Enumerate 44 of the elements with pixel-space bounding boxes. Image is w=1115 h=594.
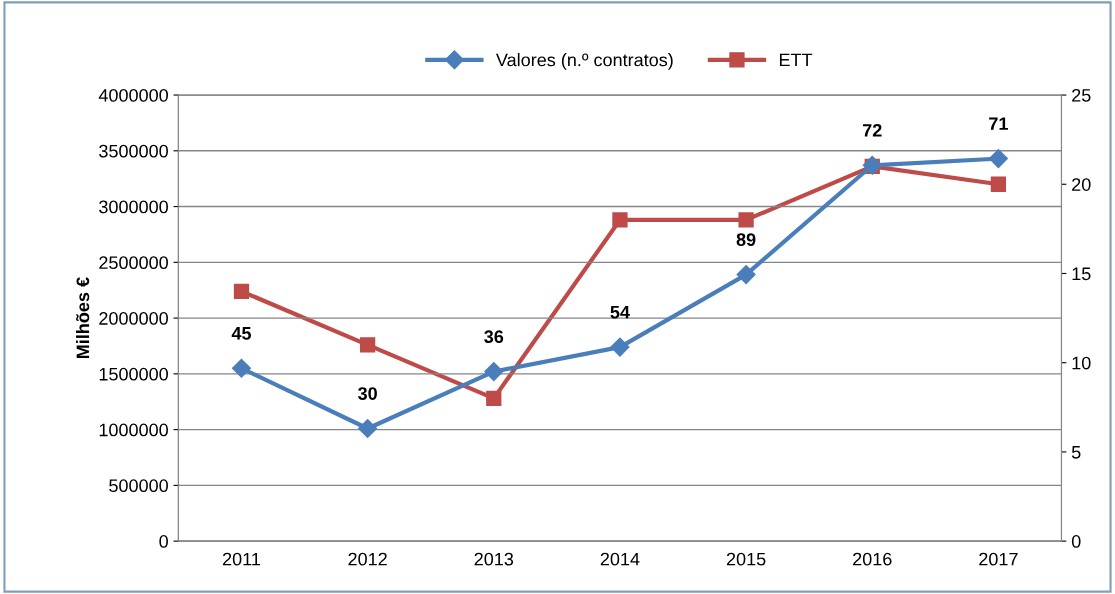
point xyxy=(612,212,628,228)
point xyxy=(484,362,504,382)
y2-tick-label: 5 xyxy=(1071,446,1081,459)
y-tick-label: 500000 xyxy=(109,479,168,493)
y-tick-label: 2500000 xyxy=(99,256,168,270)
x-tick-label: 2013 xyxy=(474,552,514,566)
y2-tick-label: 10 xyxy=(1072,356,1091,370)
annotation: 45 xyxy=(231,327,252,340)
y-tick-label: 1500000 xyxy=(99,367,168,381)
y-tick-label: 2000000 xyxy=(99,312,168,325)
y-axis-title: Milhões € xyxy=(76,277,90,359)
annotation: 36 xyxy=(484,330,504,344)
point xyxy=(988,149,1008,169)
x-tick-label: 2011 xyxy=(222,552,261,566)
point xyxy=(990,176,1007,192)
legend-label: ETT xyxy=(779,53,813,67)
x-tick-label: 2017 xyxy=(979,552,1018,566)
y-tick-label: 1000000 xyxy=(99,423,168,437)
y2-tick-label: 15 xyxy=(1072,267,1091,281)
x-tick-label: 2015 xyxy=(726,552,766,566)
annotation: 54 xyxy=(610,305,630,319)
y-tick-label: 4000000 xyxy=(98,88,168,102)
y-tick-label: 0 xyxy=(159,535,168,548)
point xyxy=(736,265,756,285)
point xyxy=(486,390,502,407)
point xyxy=(358,418,378,439)
point xyxy=(610,337,630,357)
y2-tick-label: 0 xyxy=(1071,535,1081,548)
y2-tick-label: 20 xyxy=(1072,178,1091,191)
x-tick-label: 2016 xyxy=(853,552,892,566)
x-tick-label: 2012 xyxy=(348,552,387,566)
point xyxy=(231,358,252,378)
annotation: 72 xyxy=(862,123,882,137)
point xyxy=(738,212,754,228)
point xyxy=(233,283,250,299)
point xyxy=(359,337,376,353)
y2-tick-label: 25 xyxy=(1072,88,1091,102)
annotation: 89 xyxy=(736,233,756,247)
annotation: 71 xyxy=(989,117,1008,130)
y-tick-label: 3500000 xyxy=(99,144,168,158)
annotation: 30 xyxy=(358,387,377,400)
x-tick-label: 2014 xyxy=(600,552,640,566)
legend-label: Valores (n.º contratos) xyxy=(495,53,673,70)
y-tick-label: 3000000 xyxy=(99,200,168,214)
